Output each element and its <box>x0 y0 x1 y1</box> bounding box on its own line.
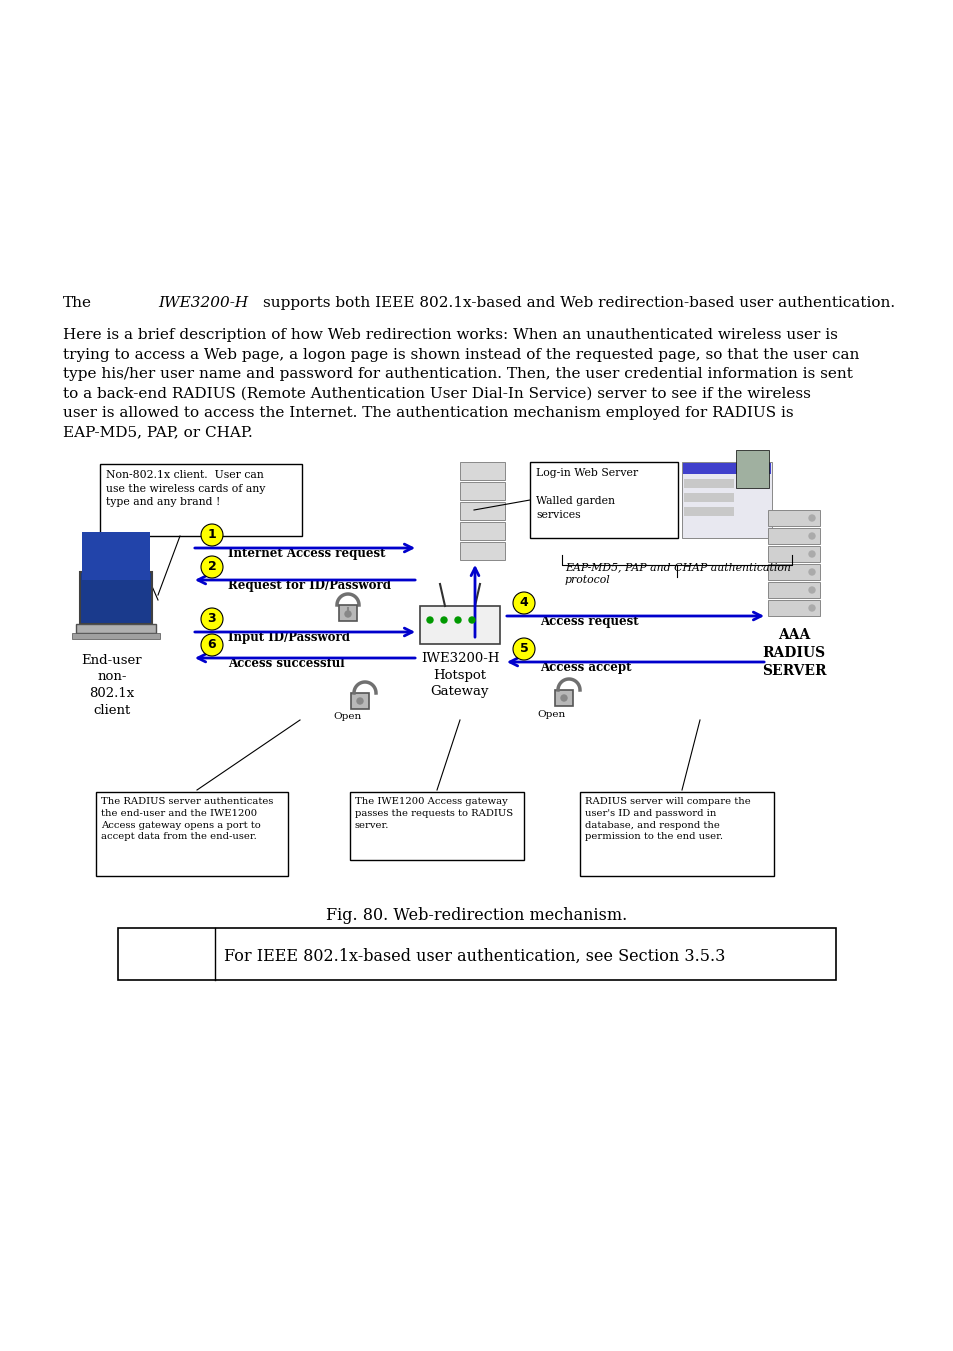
Bar <box>683 480 733 488</box>
Text: AAA
RADIUS
SERVER: AAA RADIUS SERVER <box>760 628 825 678</box>
Text: Open: Open <box>334 712 362 721</box>
Bar <box>351 693 369 709</box>
Text: Here is a brief description of how Web redirection works: When an unauthenticate: Here is a brief description of how Web r… <box>63 328 837 342</box>
Bar <box>459 542 504 561</box>
Circle shape <box>808 569 814 576</box>
Text: Access accept: Access accept <box>539 661 631 674</box>
Text: IWE3200-H: IWE3200-H <box>158 296 248 309</box>
Circle shape <box>808 515 814 521</box>
Text: The: The <box>63 296 91 309</box>
Bar <box>459 482 504 500</box>
Bar <box>767 563 820 580</box>
Text: RADIUS server will compare the
user's ID and password in
database, and respond t: RADIUS server will compare the user's ID… <box>584 797 750 842</box>
Text: user is allowed to access the Internet. The authentication mechanism employed fo: user is allowed to access the Internet. … <box>63 407 793 420</box>
Text: The RADIUS server authenticates
the end-user and the IWE1200
Access gateway open: The RADIUS server authenticates the end-… <box>101 797 274 842</box>
Text: Log-in Web Server

Walled garden
services: Log-in Web Server Walled garden services <box>536 467 638 520</box>
Bar <box>459 521 504 540</box>
Bar <box>767 600 820 616</box>
Bar <box>96 792 288 875</box>
Bar <box>459 462 504 480</box>
Text: 4: 4 <box>519 597 528 609</box>
Bar <box>80 571 152 624</box>
Bar <box>681 462 771 538</box>
Circle shape <box>808 586 814 593</box>
Bar <box>419 607 499 644</box>
Circle shape <box>455 617 460 623</box>
Text: 6: 6 <box>208 639 216 651</box>
Text: supports both IEEE 802.1x-based and Web redirection-based user authentication.: supports both IEEE 802.1x-based and Web … <box>263 296 894 309</box>
Text: IWE3200-H
Hotspot
Gateway: IWE3200-H Hotspot Gateway <box>420 653 498 698</box>
Bar <box>555 690 573 707</box>
Text: Open: Open <box>537 711 565 719</box>
Text: EAP-MD5, PAP and CHAP authentication
protocol: EAP-MD5, PAP and CHAP authentication pro… <box>564 562 790 585</box>
Bar <box>767 546 820 562</box>
Bar <box>76 624 156 634</box>
Bar <box>530 462 678 538</box>
Circle shape <box>808 534 814 539</box>
Bar <box>459 503 504 520</box>
Circle shape <box>345 611 351 617</box>
Text: 3: 3 <box>208 612 216 626</box>
Circle shape <box>427 617 433 623</box>
Bar <box>350 792 523 861</box>
Text: to a back-end RADIUS (Remote Authentication User Dial-In Service) server to see : to a back-end RADIUS (Remote Authenticat… <box>63 386 810 400</box>
Text: Access successful: Access successful <box>228 657 344 670</box>
Circle shape <box>808 551 814 557</box>
Circle shape <box>201 608 223 630</box>
Circle shape <box>469 617 475 623</box>
Bar <box>579 792 773 875</box>
Circle shape <box>560 694 566 701</box>
Bar <box>100 463 302 536</box>
Circle shape <box>201 524 223 546</box>
Bar <box>767 528 820 544</box>
Bar <box>767 582 820 598</box>
Text: EAP-MD5, PAP, or CHAP.: EAP-MD5, PAP, or CHAP. <box>63 426 253 439</box>
Text: type his/her user name and password for authentication. Then, the user credentia: type his/her user name and password for … <box>63 367 852 381</box>
Bar <box>683 507 733 516</box>
Text: Non-802.1x client.  User can
use the wireless cards of any
type and any brand !: Non-802.1x client. User can use the wire… <box>106 470 265 507</box>
Text: Access request: Access request <box>539 615 638 628</box>
Text: 2: 2 <box>208 561 216 574</box>
Text: Input ID/Password: Input ID/Password <box>228 631 350 644</box>
Text: For IEEE 802.1x-based user authentication, see Section 3.5.3: For IEEE 802.1x-based user authenticatio… <box>224 947 724 965</box>
Bar <box>118 928 835 979</box>
Circle shape <box>513 638 535 661</box>
Text: 5: 5 <box>519 643 528 655</box>
Text: End-user
non-
802.1x
client: End-user non- 802.1x client <box>82 654 142 716</box>
Circle shape <box>808 605 814 611</box>
Bar <box>71 634 160 639</box>
Circle shape <box>356 698 363 704</box>
Bar <box>735 450 768 488</box>
Bar <box>682 463 770 474</box>
Bar <box>338 605 356 621</box>
Text: trying to access a Web page, a logon page is shown instead of the requested page: trying to access a Web page, a logon pag… <box>63 347 859 362</box>
Circle shape <box>201 557 223 578</box>
Text: Fig. 80. Web-redirection mechanism.: Fig. 80. Web-redirection mechanism. <box>326 907 627 924</box>
Text: The IWE1200 Access gateway
passes the requests to RADIUS
server.: The IWE1200 Access gateway passes the re… <box>355 797 513 830</box>
Circle shape <box>513 592 535 613</box>
Bar <box>82 532 150 580</box>
Bar <box>683 493 733 503</box>
Bar <box>767 509 820 526</box>
Text: Internet Access request: Internet Access request <box>228 547 385 561</box>
Text: 1: 1 <box>208 528 216 542</box>
Circle shape <box>440 617 447 623</box>
Text: Request for ID/Password: Request for ID/Password <box>228 580 391 592</box>
Circle shape <box>201 634 223 657</box>
